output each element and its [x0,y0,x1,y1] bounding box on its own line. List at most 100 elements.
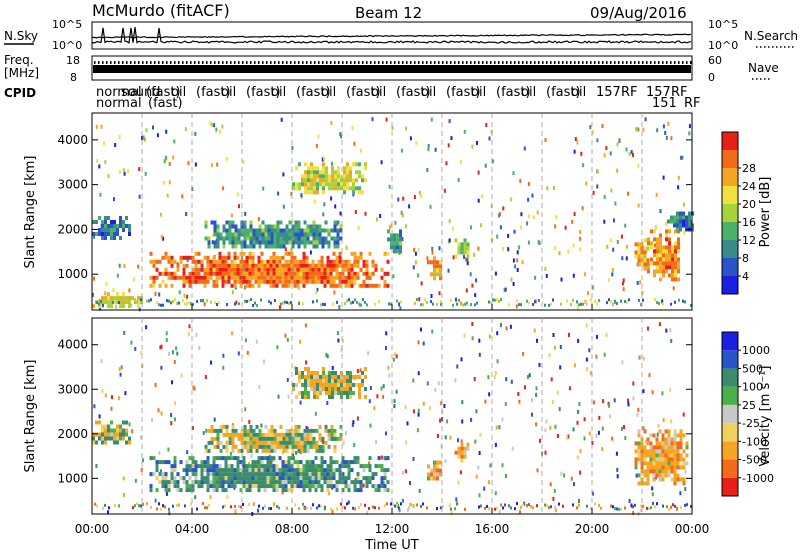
ground-scatter-cell [640,303,642,307]
velocity-cell [234,432,238,437]
power-cell [267,228,271,233]
power-cell [212,283,216,288]
power-cell [647,269,650,274]
power-cell [460,250,464,255]
velocity-cell [167,488,171,493]
power-cell [332,283,336,288]
velocity-speckle [518,399,521,404]
power-cell [399,241,402,246]
power-cell [643,246,647,251]
power-cell [396,249,399,254]
ground-scatter-cell [548,506,550,510]
power-cell [278,255,282,260]
power-cell [224,271,228,276]
power-speckle [238,204,240,209]
velocity-speckle [616,467,619,472]
ground-scatter-cell [440,506,442,510]
velocity-cell [427,476,430,481]
power-cell [393,249,396,254]
power-cell [170,259,174,264]
power-cell [396,241,399,246]
power-speckle [655,192,658,197]
velocity-cell [325,391,328,395]
ground-scatter-cell [682,299,684,303]
velocity-cell [242,460,246,465]
velocity-cell [207,428,211,433]
power-cell [260,267,264,272]
velocity-cell [346,379,349,383]
velocity-cell [245,488,249,493]
velocity-speckle [436,434,439,438]
power-speckle [262,186,265,191]
power-cell [236,271,240,276]
power-speckle [579,236,582,241]
velocity-cell [346,387,349,391]
velocity-cell [224,488,228,493]
power-cell [230,263,234,268]
nave-dot [606,61,608,64]
velocity-cell [646,469,650,474]
ground-scatter-cell [146,502,148,506]
velocity-cell [310,387,313,391]
ground-scatter-cell [102,506,104,510]
power-cell [671,269,674,274]
velocity-cell [228,436,232,441]
velocity-speckle [577,409,580,414]
power-cell [245,263,249,268]
velocity-cell [207,448,211,453]
power-cell [390,245,393,250]
ground-scatter-cell [638,298,640,302]
power-speckle [414,251,417,256]
velocity-cell [682,481,686,486]
power-cell [182,263,186,268]
colorbar-tick-label: 8 [742,252,749,265]
velocity-cell [251,476,255,481]
velocity-cell [679,453,683,458]
velocity-cell [320,472,324,477]
power-cell [285,228,289,233]
velocity-cell [263,472,267,477]
power-cell [332,263,336,268]
cpid-entry: (fast) [146,85,181,100]
ground-scatter-cell [240,505,242,509]
power-speckle [463,254,465,259]
velocity-cell [282,444,286,449]
velocity-cell [272,456,276,461]
power-speckle [662,175,665,180]
nave-dot [406,61,408,64]
power-cell [110,232,113,236]
power-speckle [427,144,430,148]
power-cell [194,251,198,256]
power-cell [327,240,331,245]
velocity-speckle [367,351,370,356]
power-speckle [183,293,186,298]
velocity-cell [302,484,306,489]
velocity-speckle [398,508,401,513]
power-cell [634,254,638,259]
power-cell [264,240,268,245]
velocity-cell [386,488,390,493]
power-cell [281,275,285,280]
power-speckle [512,171,515,176]
velocity-cell [119,428,122,433]
ground-scatter-cell [214,301,216,305]
power-cell [319,178,322,183]
velocity-cell [266,480,270,485]
power-cell [291,236,295,241]
velocity-cell [191,488,195,493]
nave-dot [334,61,336,64]
power-cell [191,279,195,284]
velocity-cell [248,480,252,485]
velocity-speckle [392,357,395,362]
velocity-cell [685,461,689,466]
power-cell [361,174,364,179]
ground-scatter-cell [306,506,308,510]
power-cell [230,271,234,276]
nave-dot [98,61,100,64]
velocity-cell [311,476,315,481]
power-cell [643,238,647,243]
power-cell [320,259,324,264]
power-cell [281,267,285,272]
power-cell [319,182,322,187]
power-cell [261,240,265,245]
